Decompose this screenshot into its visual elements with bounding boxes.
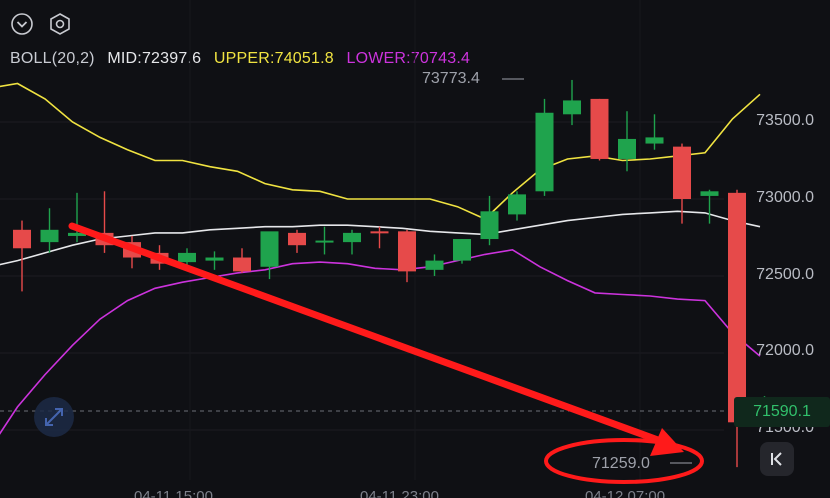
low-price-marker: 71259.0 [592,455,650,472]
candle-body [370,231,389,234]
candle-body [13,229,31,249]
candle-body [645,137,664,144]
candle-body [618,138,636,159]
candle-body [260,231,279,267]
candle-body [453,239,471,261]
candle-body [315,240,334,243]
boll-name: BOLL(20,2) [10,50,95,67]
time-label-3: 04-12 07:00 [585,488,666,498]
candle-body [288,232,306,246]
candle-body [673,146,691,199]
boll-lower-line [0,248,761,435]
boll-upper: UPPER:74051.8 [213,50,334,67]
top-toolbar [0,0,830,46]
boll-mid-line [0,210,761,266]
candle-body [343,232,361,243]
annotation-arrow-shaft [68,222,662,444]
boll-mid: MID:72397.6 [107,50,202,67]
price-label-73000: 73000.0 [756,189,814,206]
candle-body [728,192,746,423]
price-label-72000: 72000.0 [756,342,814,359]
candle-body [700,191,719,196]
candle-body [233,257,251,272]
candle-body [205,257,224,261]
time-label-1: 04-11 15:00 [134,488,213,498]
scroll-to-latest-button[interactable] [760,442,794,476]
high-price-marker: 73773.4 [422,70,480,87]
boll-legend: BOLL(20,2) MID:72397.6 UPPER:74051.8 LOW… [10,50,478,68]
boll-lower: LOWER:70743.4 [346,50,471,67]
settings-hexagon-icon[interactable] [48,12,72,36]
candle-body [398,231,416,272]
chevron-down-icon[interactable] [10,12,34,36]
candle-body [40,229,59,243]
price-label-72500: 72500.0 [756,266,814,283]
candle-body [68,232,86,236]
candle-body [563,100,581,115]
time-label-2: 04-11 23:00 [360,488,439,498]
annotation-circle [544,438,704,484]
candle-body [480,211,499,240]
candle-body [535,112,554,192]
current-price-tag: 71590.1 [734,397,830,427]
crosshair-toggle-button[interactable] [34,397,74,437]
boll-upper-line [0,82,761,220]
candle-body [178,252,196,263]
candle-body [590,98,609,159]
candle-body [425,260,444,270]
price-label-73500: 73500.0 [756,112,814,129]
skip-to-end-icon [771,452,782,466]
expand-arrows-icon [45,408,63,426]
candle-body [508,194,526,215]
